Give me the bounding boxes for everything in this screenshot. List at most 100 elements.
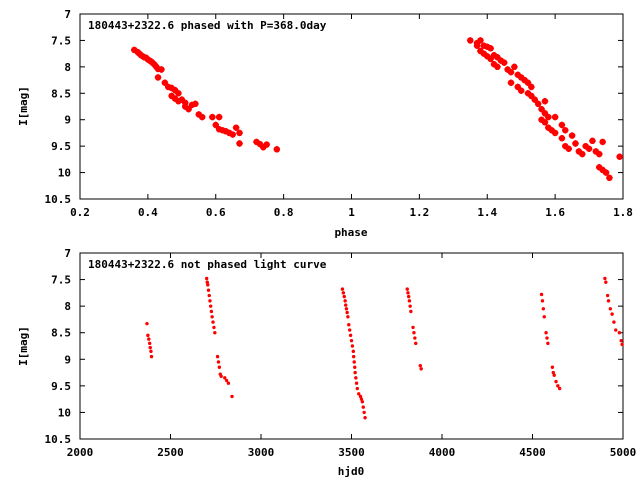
- unphased-data-point: [147, 341, 152, 346]
- phased-data-point-cross: [551, 113, 559, 121]
- phased-data-point-cross: [175, 90, 182, 97]
- phased-data-point-cross: [541, 119, 549, 126]
- unphased-data-point: [359, 397, 364, 401]
- unphased-data-point: [351, 354, 356, 359]
- unphased-data-point: [212, 325, 216, 330]
- unphased-data-point: [352, 360, 356, 364]
- phased-y-tick-label: 7.5: [51, 34, 71, 47]
- phased-data-point-cross: [212, 121, 219, 129]
- phased-data-point-cross: [541, 110, 549, 117]
- unphased-data-point: [550, 365, 555, 369]
- phased-x-tick-label: 1.4: [477, 206, 497, 219]
- phased-x-tick-label: 1: [348, 206, 355, 219]
- phased-data-point-cross: [558, 135, 566, 142]
- phased-data-point-cross: [545, 113, 552, 121]
- phased-data-point-cross: [558, 121, 566, 129]
- phased-data-point-cross: [606, 174, 613, 182]
- phased-data-point-cross: [192, 100, 199, 108]
- phased-data-point-cross: [236, 140, 243, 147]
- unphased-data-point: [216, 360, 221, 364]
- unphased-y-tick-label: 8.5: [51, 327, 71, 340]
- phased-data-point-cross: [232, 124, 240, 131]
- unphased-x-tick-label: 3000: [248, 446, 275, 459]
- unphased-data-point: [557, 386, 562, 391]
- phased-data-point-cross: [579, 150, 586, 158]
- phased-data-point-cross: [562, 127, 569, 134]
- phased-data-point-cross: [494, 54, 501, 61]
- unphased-x-tick-label: 2000: [67, 446, 94, 459]
- unphased-data-point: [347, 323, 351, 327]
- phased-data-point-cross: [487, 55, 494, 63]
- unphased-y-tick-label: 7.5: [51, 274, 71, 287]
- phased-data-point-cross: [185, 105, 192, 113]
- phased-data-point-cross: [507, 68, 515, 76]
- unphased-data-point: [358, 394, 363, 399]
- unphased-data-point: [610, 312, 614, 316]
- phased-data-point-cross: [585, 145, 593, 152]
- unphased-chart-title: 180443+2322.6 not phased light curve: [88, 258, 327, 271]
- unphased-data-point: [223, 376, 227, 380]
- phased-y-tick-label: 9.5: [51, 140, 71, 153]
- unphased-data-point: [361, 405, 365, 409]
- unphased-y-tick-label: 10: [58, 406, 71, 419]
- unphased-data-point: [148, 345, 152, 350]
- phased-data-point-cross: [589, 137, 596, 145]
- unphased-data-point: [206, 288, 211, 292]
- phased-data-point-cross: [209, 113, 216, 121]
- phased-x-tick-label: 0.4: [138, 206, 158, 219]
- unphased-data-point: [343, 299, 347, 303]
- phased-data-point-cross: [551, 129, 559, 137]
- phased-data-point-cross: [511, 63, 518, 71]
- phased-data-point-cross: [182, 99, 189, 106]
- phased-data-point-cross: [565, 145, 572, 152]
- phased-y-tick-label: 7: [64, 8, 71, 21]
- unphased-y-ticks: 7 7.5 8 8.5 9 9.5 10 10.5: [45, 247, 623, 446]
- unphased-data-point: [205, 276, 209, 281]
- unphased-data-point: [344, 307, 349, 311]
- phased-chart-title: 180443+2322.6 phased with P=368.0day: [88, 19, 327, 32]
- unphased-data-point: [614, 328, 618, 332]
- unphased-data-point: [413, 336, 417, 340]
- unphased-data-point: [545, 336, 549, 340]
- unphased-data-point: [213, 331, 217, 335]
- unphased-data-point: [230, 394, 234, 399]
- unphased-data-point: [346, 315, 350, 319]
- unphased-data-point: [145, 321, 149, 326]
- unphased-data-point: [556, 384, 560, 388]
- phased-x-axis-label: phase: [334, 226, 367, 239]
- unphased-x-axis-label: hjd0: [338, 465, 365, 478]
- phased-data-point-cross: [599, 138, 606, 146]
- unphased-data-point: [603, 276, 607, 281]
- phased-data-point-cross: [477, 37, 484, 44]
- unphased-data-point: [617, 331, 622, 335]
- unphased-data-point: [354, 381, 359, 385]
- unphased-chart: 180443+2322.6 not phased light curve hjd…: [17, 247, 636, 478]
- unphased-data-point: [211, 320, 215, 324]
- phased-data-point-cross: [524, 79, 532, 86]
- unphased-data-point: [147, 337, 151, 341]
- unphased-x-tick-label: 5000: [610, 446, 637, 459]
- unphased-x-tick-label: 4500: [519, 446, 546, 459]
- phased-data-point-cross: [528, 92, 535, 100]
- unphased-y-tick-label: 10.5: [45, 433, 72, 446]
- unphased-data-point: [608, 307, 613, 311]
- unphased-data-point: [541, 307, 546, 311]
- unphased-data-point: [362, 410, 366, 415]
- phased-data-point-cross: [501, 59, 508, 66]
- unphased-data-point: [411, 325, 415, 330]
- unphased-x-tick-label: 2500: [157, 446, 184, 459]
- phased-data-point-cross: [215, 113, 223, 121]
- unphased-data-point: [353, 365, 357, 369]
- unphased-data-point: [226, 381, 231, 385]
- unphased-data-point: [208, 304, 213, 308]
- unphased-data-point: [408, 304, 412, 308]
- unphased-data-point: [350, 344, 355, 348]
- unphased-data-point: [348, 333, 353, 338]
- phased-data-point-cross: [256, 140, 264, 148]
- unphased-data-point: [224, 378, 229, 383]
- unphased-data-point: [419, 367, 423, 371]
- unphased-data-point: [357, 392, 361, 396]
- unphased-data-point: [208, 299, 212, 303]
- unphased-data-point: [354, 376, 358, 380]
- unphased-data-point: [542, 315, 546, 319]
